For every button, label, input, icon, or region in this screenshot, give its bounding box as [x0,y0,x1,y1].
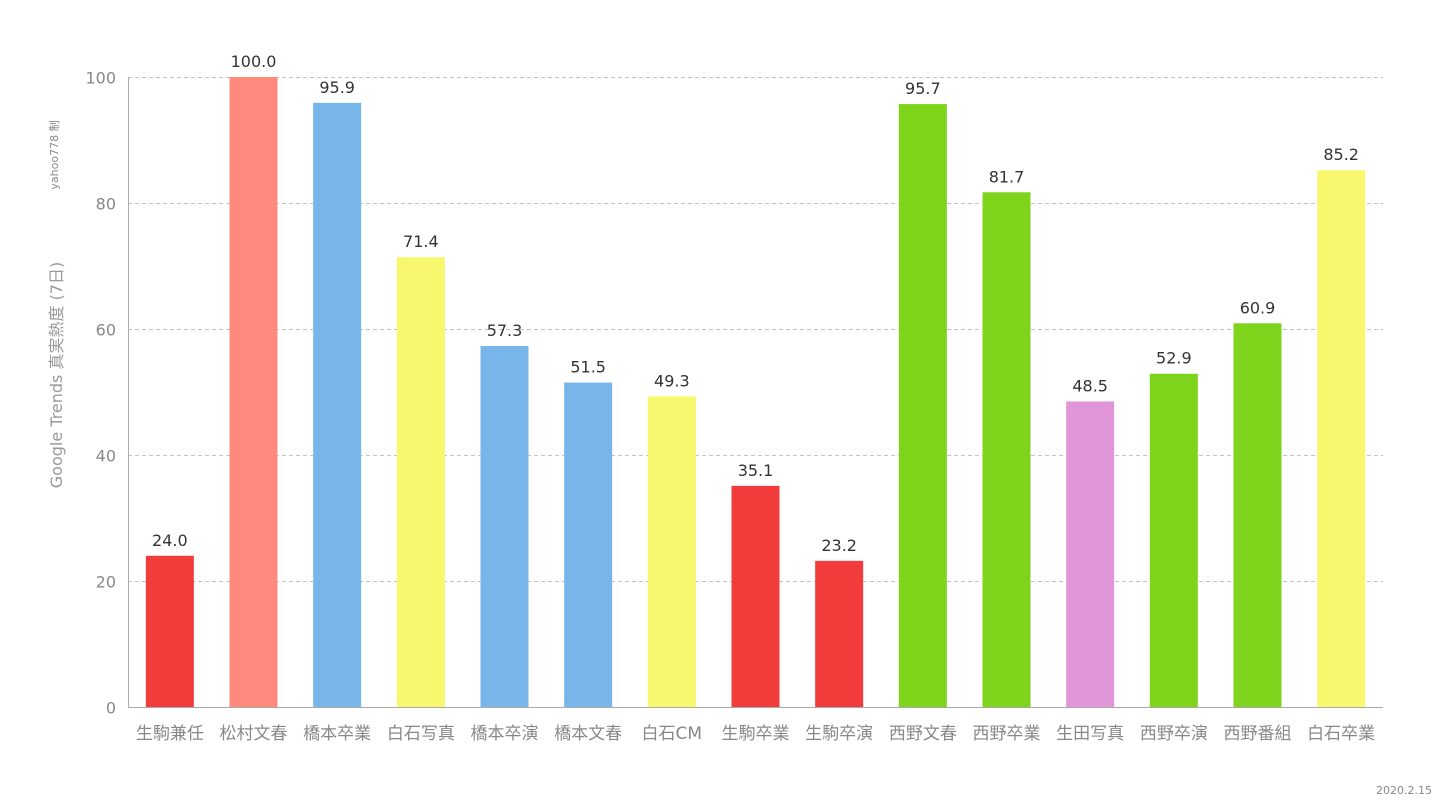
data-label: 95.7 [905,79,941,98]
y-tick-label: 100 [85,69,116,88]
x-tick-label: 橋本卒業 [303,724,371,744]
bar [647,396,696,707]
bar [480,346,529,707]
date-label: 2020.2.15 [1376,784,1432,797]
bar [1149,373,1198,707]
x-tick-label: 生駒卒業 [722,724,790,744]
data-label: 71.4 [403,232,439,251]
x-tick-label: 西野文春 [889,724,957,744]
x-tick-label: 西野卒演 [1140,724,1208,744]
x-tick-label: 白石写真 [387,724,455,744]
x-tick-label: 生田写真 [1056,724,1124,744]
y-axis-label: Google Trends 真実熱度 (7日) [47,262,66,488]
data-label: 95.9 [319,78,355,97]
data-label: 100.0 [231,52,277,71]
bar [564,382,613,707]
bar [1233,323,1282,707]
bar [145,555,194,707]
x-tick-label: 白石卒業 [1307,724,1375,744]
data-label: 57.3 [487,321,523,340]
x-tick-label: 橋本文春 [554,724,622,744]
x-tick-label: 西野番組 [1224,724,1292,744]
y-tick-label: 0 [106,699,116,718]
data-label: 85.2 [1323,145,1359,164]
y-tick-label: 20 [96,573,116,592]
bar [731,485,780,707]
x-tick-label: 橋本卒演 [471,724,539,744]
bar [1066,401,1115,707]
data-label: 24.0 [152,531,188,550]
y-tick-label: 40 [96,447,116,466]
y-tick-label: 80 [96,195,116,214]
bar [815,560,864,707]
x-tick-label: 生駒卒演 [805,724,873,744]
x-tick-label: 松村文春 [220,724,288,744]
watermark: yahoo778 制 [48,120,61,189]
bar [898,104,947,708]
x-tick-label: 白石CM [642,724,703,744]
data-label: 51.5 [570,358,606,377]
data-label: 48.5 [1072,376,1108,395]
data-label: 60.9 [1240,298,1276,317]
bar [396,257,445,707]
bar [1317,170,1366,708]
bar [313,102,362,707]
y-tick-label: 60 [96,321,116,340]
data-label: 81.7 [989,167,1025,186]
data-label: 52.9 [1156,349,1192,368]
x-tick-label: 生駒兼任 [136,724,204,744]
data-label: 35.1 [738,461,774,480]
data-label: 23.2 [821,536,857,555]
data-label: 49.3 [654,371,690,390]
x-tick-label: 西野卒業 [973,724,1041,744]
bar [982,192,1031,708]
bar [229,77,278,707]
